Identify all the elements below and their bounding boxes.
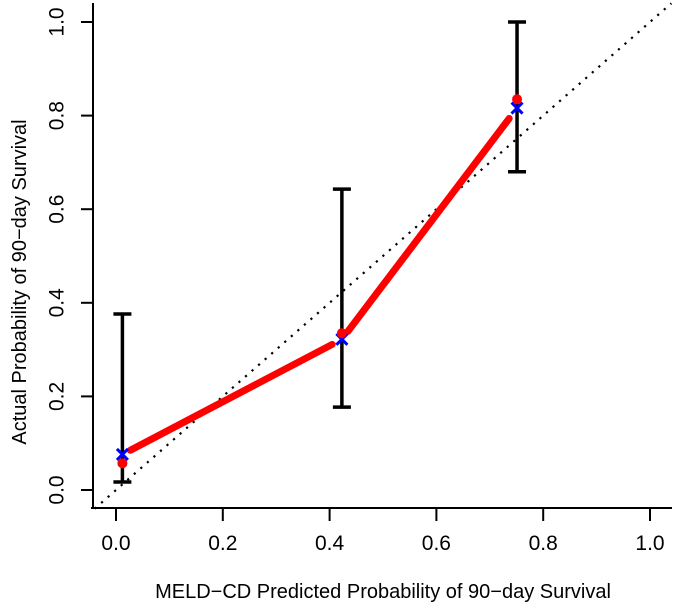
y-tick-label: 0.2 — [46, 382, 69, 411]
x-tick-label: 0.4 — [315, 532, 345, 555]
x-tick-label: 1.0 — [635, 532, 664, 555]
identity-line-group — [93, 2, 673, 510]
x-tick-label: 0.2 — [208, 532, 237, 555]
y-tick-label: 1.0 — [46, 7, 69, 36]
dot-marker — [512, 94, 523, 105]
x-marker — [115, 447, 129, 461]
y-tick-label: 0.4 — [46, 288, 69, 318]
x-axis-title: MELD−CD Predicted Probability of 90−day … — [155, 581, 611, 603]
calibration-line-segment — [344, 114, 513, 335]
y-tick-label: 0.8 — [46, 101, 69, 130]
y-tick-label: 0.0 — [46, 475, 69, 504]
dot-marker — [336, 328, 347, 339]
error-bar — [113, 312, 132, 484]
identity-line — [93, 2, 673, 510]
error-bar — [332, 187, 351, 409]
x-tick-label: 0.0 — [101, 532, 130, 555]
error-bars-group — [113, 20, 527, 484]
calibration-line-group — [126, 114, 513, 454]
y-axis-title: Actual Probability of 90−day Survival — [9, 119, 31, 444]
y-axis-ticks-group: 0.0 0.2 0.4 0.6 0.8 1.0 — [46, 7, 93, 505]
calibration-line-segment — [126, 340, 336, 454]
dot-marker — [117, 458, 128, 469]
y-tick-label: 0.6 — [46, 195, 69, 224]
x-tick-label: 0.6 — [422, 532, 451, 555]
observed-markers-group — [117, 94, 523, 469]
x-axis-ticks-group: 0.0 0.2 0.4 0.6 0.8 1.0 — [101, 508, 665, 555]
x-marker — [510, 101, 524, 115]
x-tick-label: 0.8 — [529, 532, 558, 555]
logistic-markers-group — [115, 101, 524, 461]
